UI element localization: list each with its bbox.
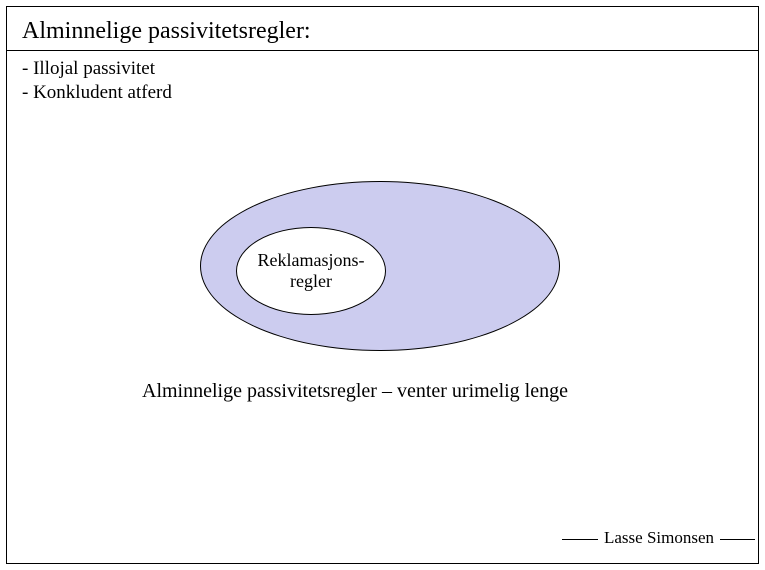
slide-title: Alminnelige passivitetsregler: — [22, 18, 311, 45]
inner-ellipse: Reklamasjons- regler — [236, 227, 386, 315]
inner-ellipse-label: Reklamasjons- regler — [258, 250, 365, 291]
footer-line-left — [562, 539, 598, 540]
inner-label-line2: regler — [290, 271, 332, 291]
bullet-konkludent: - Konkludent atferd — [22, 82, 172, 104]
inner-label-line1: Reklamasjons- — [258, 250, 365, 270]
footer-line-right — [720, 539, 755, 540]
footer-author: Lasse Simonsen — [604, 528, 714, 548]
title-underline — [6, 50, 759, 51]
bullet-illojal: - Illojal passivitet — [22, 58, 155, 80]
diagram-caption: Alminnelige passivitetsregler – venter u… — [142, 380, 568, 403]
